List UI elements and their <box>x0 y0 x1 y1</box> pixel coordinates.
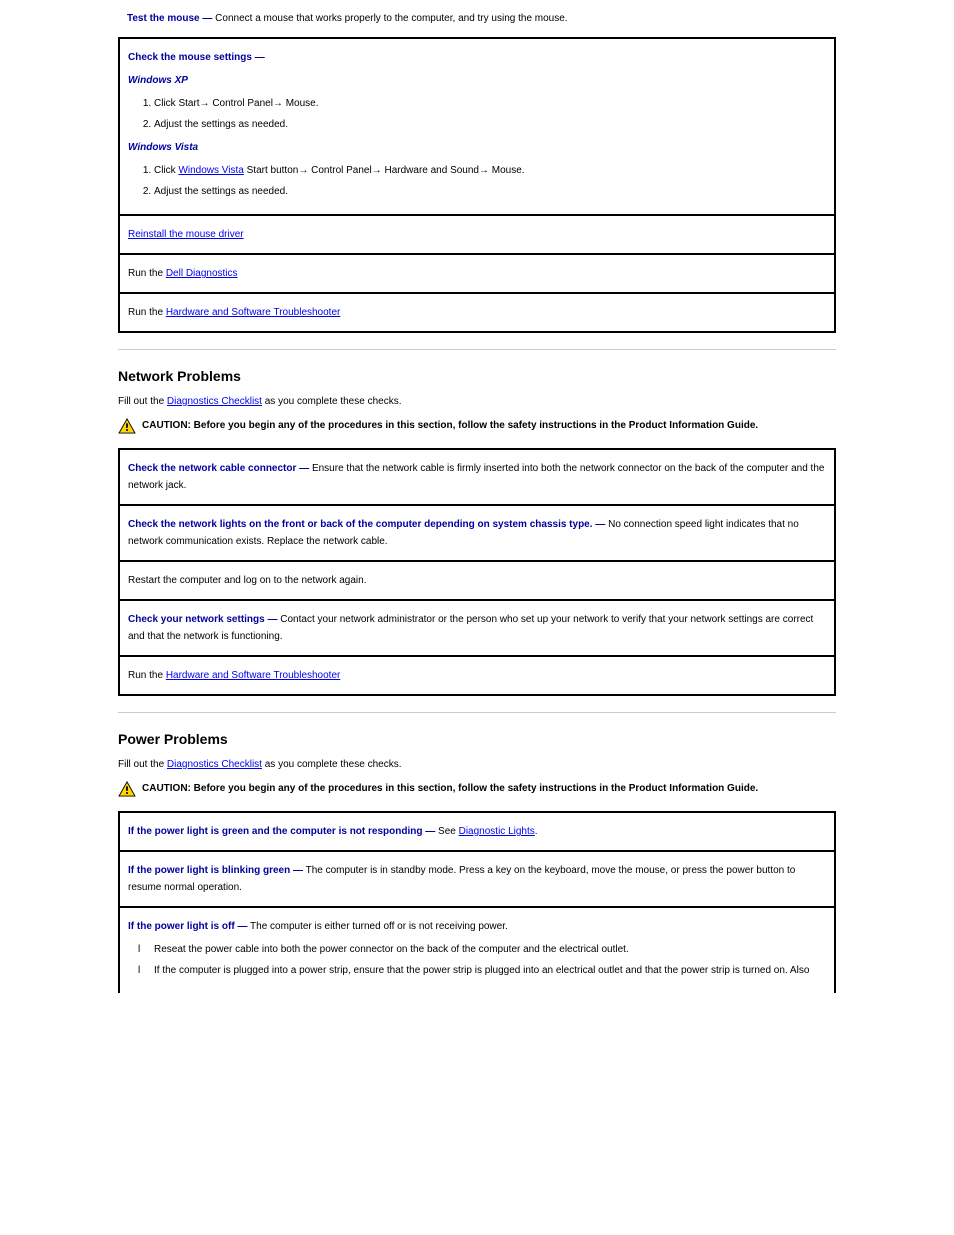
mouse-troubleshoot-table: Test the mouse — Connect a mouse that wo… <box>118 0 836 333</box>
row-tail: The computer is either turned off or is … <box>247 921 507 932</box>
text: Run the <box>128 268 166 279</box>
table-row: Run the Hardware and Software Troublesho… <box>119 656 835 695</box>
link[interactable]: Windows Vista <box>178 165 243 176</box>
steps-list: Click Windows Vista Start button→ Contro… <box>128 162 826 200</box>
text: Click <box>154 165 178 176</box>
intro-text: Fill out the Diagnostics Checklist as yo… <box>118 394 836 410</box>
caution-row: CAUTION: Before you begin any of the pro… <box>118 418 836 434</box>
row-lead: If the power light is green and the comp… <box>128 826 435 837</box>
table-row: Run the Dell Diagnostics <box>119 254 835 293</box>
table-row: Test the mouse — Connect a mouse that wo… <box>119 0 835 38</box>
bullet-list: Reseat the power cable into both the pow… <box>128 941 826 979</box>
table-row: If the power light is green and the comp… <box>119 812 835 851</box>
caution-text: CAUTION: Before you begin any of the pro… <box>142 418 758 433</box>
caution-lead: CAUTION: <box>142 420 194 431</box>
list-item: If the computer is plugged into a power … <box>154 962 826 979</box>
caution-row: CAUTION: Before you begin any of the pro… <box>118 781 836 797</box>
table-row: Check the network lights on the front or… <box>119 505 835 561</box>
power-troubleshoot-table: If the power light is green and the comp… <box>118 811 836 993</box>
intro-text: Fill out the Diagnostics Checklist as yo… <box>118 757 836 773</box>
section-heading: Network Problems <box>118 368 836 384</box>
row-lead: Check your network settings — <box>128 614 277 625</box>
list-item: Reseat the power cable into both the pow… <box>154 941 826 958</box>
link[interactable]: Dell Diagnostics <box>166 268 238 279</box>
caution-body: Before you begin any of the procedures i… <box>194 783 759 794</box>
link[interactable]: Diagnostics Checklist <box>167 396 262 407</box>
list-item: Adjust the settings as needed. <box>154 183 826 200</box>
section-heading: Power Problems <box>118 731 836 747</box>
document-page: Test the mouse — Connect a mouse that wo… <box>0 0 954 993</box>
caution-lead: CAUTION: <box>142 783 194 794</box>
text: Start button→ Control Panel→ Hardware an… <box>244 165 525 176</box>
list-item: Click Start→ Control Panel→ Mouse. <box>154 95 826 112</box>
text: Fill out the <box>118 759 167 770</box>
sublabel: Windows Vista <box>128 142 198 153</box>
table-row: If the power light is off — The computer… <box>119 907 835 993</box>
text: Fill out the <box>118 396 167 407</box>
row-lead: Test the mouse — <box>127 13 212 24</box>
divider <box>118 349 836 350</box>
link[interactable]: Hardware and Software Troubleshooter <box>166 307 341 318</box>
table-row: Check the network cable connector — Ensu… <box>119 449 835 505</box>
link[interactable]: Diagnostic Lights <box>459 826 535 837</box>
text: as you complete these checks. <box>262 759 402 770</box>
caution-icon <box>118 781 136 797</box>
link[interactable]: Diagnostics Checklist <box>167 759 262 770</box>
text: . <box>535 826 538 837</box>
table-row: Restart the computer and log on to the n… <box>119 561 835 600</box>
steps-list: Click Start→ Control Panel→ Mouse. Adjus… <box>128 95 826 133</box>
sublabel: Windows XP <box>128 75 188 86</box>
network-troubleshoot-table: Check the network cable connector — Ensu… <box>118 448 836 696</box>
caution-icon <box>118 418 136 434</box>
table-row: If the power light is blinking green — T… <box>119 851 835 907</box>
text: Run the <box>128 307 166 318</box>
row-lead: Check the network cable connector — <box>128 463 309 474</box>
table-row: Run the Hardware and Software Troublesho… <box>119 293 835 332</box>
row-lead: If the power light is off — <box>128 921 247 932</box>
text: as you complete these checks. <box>262 396 402 407</box>
row-lead: Check the mouse settings — <box>128 52 265 63</box>
table-row: Check the mouse settings — Windows XP Cl… <box>119 38 835 215</box>
table-row: Check your network settings — Contact yo… <box>119 600 835 656</box>
row-plain: Restart the computer and log on to the n… <box>128 575 366 586</box>
text: See <box>435 826 458 837</box>
list-item: Adjust the settings as needed. <box>154 116 826 133</box>
row-tail: Connect a mouse that works properly to t… <box>212 13 567 24</box>
text: Run the <box>128 670 166 681</box>
caution-text: CAUTION: Before you begin any of the pro… <box>142 781 758 796</box>
link[interactable]: Reinstall the mouse driver <box>128 229 244 240</box>
caution-body: Before you begin any of the procedures i… <box>194 420 759 431</box>
divider <box>118 712 836 713</box>
link[interactable]: Hardware and Software Troubleshooter <box>166 670 341 681</box>
table-row: Reinstall the mouse driver <box>119 215 835 254</box>
list-item: Click Windows Vista Start button→ Contro… <box>154 162 826 179</box>
row-lead: Check the network lights on the front or… <box>128 519 605 530</box>
row-lead: If the power light is blinking green — <box>128 865 303 876</box>
